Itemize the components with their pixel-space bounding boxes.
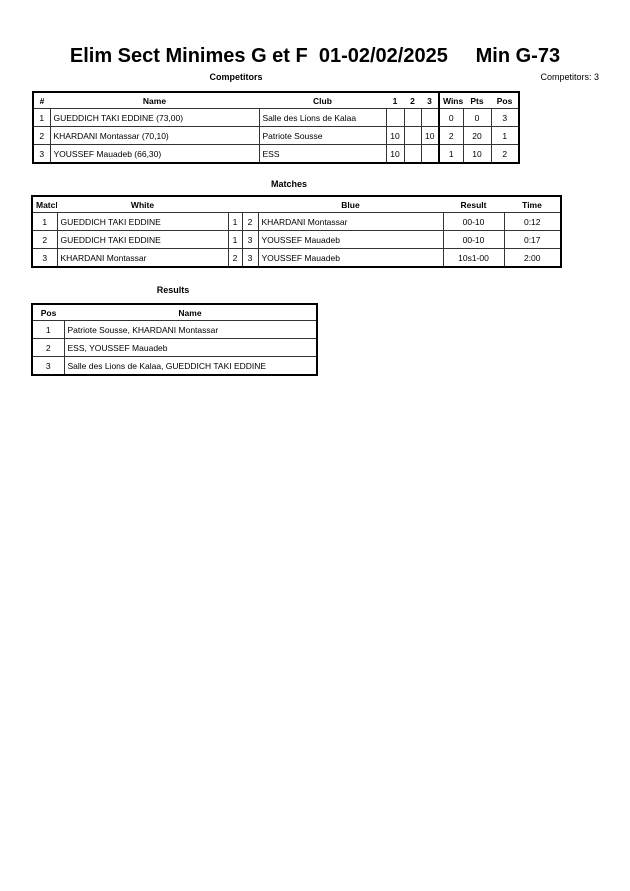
competitors-cell: YOUSSEF Mauadeb (66,30) <box>49 144 260 164</box>
matches-cell: 0:17 <box>503 230 562 249</box>
results-header-cell: Name <box>64 303 317 321</box>
results-cell: ESS, YOUSSEF Mauadeb <box>63 338 318 357</box>
competitors-cell <box>403 144 422 164</box>
competitors-header-cell: 2 <box>404 91 421 109</box>
matches-cell: 0:12 <box>503 212 562 231</box>
competitors-header-cell: Pos <box>491 91 519 109</box>
competitors-header-cell: # <box>33 91 50 109</box>
page-title: Elim Sect Minimes G et F 01-02/02/2025 M… <box>69 45 561 67</box>
competitors-cell: 10 <box>420 126 440 145</box>
matches-header-cell <box>242 195 258 213</box>
matches-cell: 1 <box>227 230 243 249</box>
competitors-cell <box>385 108 405 127</box>
competitors-row: 2 KHARDANI Montassar (70,10) Patriote Sous… <box>32 126 520 145</box>
competitors-row: 3 YOUSSEF Mauadeb (66,30) ESS 10 1 10 2 <box>32 144 520 164</box>
competitors-cell <box>403 108 422 127</box>
competitors-header-cell: Pts <box>463 91 491 109</box>
competitors-cell: KHARDANI Montassar (70,10) <box>49 126 260 145</box>
competitors-cell: 1 <box>438 144 464 164</box>
competitors-cell: GUEDDICH TAKI EDDINE (73,00) <box>49 108 260 127</box>
matches-header-cell <box>228 195 242 213</box>
competitors-header-cell: Wins <box>438 91 463 109</box>
matches-row: 3 KHARDANI Montassar 2 3 YOUSSEF Mauadeb 10s1… <box>31 248 562 268</box>
results-cell: 2 <box>31 338 65 357</box>
competitors-cell: ESS <box>258 144 387 164</box>
matches-cell: 1 <box>227 212 243 231</box>
results-table: Pos Name 1 Patriote Sousse, KHARDANI Montas… <box>31 303 318 376</box>
matches-cell: 2:00 <box>503 248 562 268</box>
matches-table: MatchWhiteBlueResultTime1GUEDDICH TAKI E… <box>31 195 562 268</box>
matches-header-cell: Result <box>443 195 504 213</box>
competitors-cell: 0 <box>462 108 492 127</box>
results-row: 2 ESS, YOUSSEF Mauadeb <box>31 338 318 357</box>
matches-cell: 00-10 <box>442 230 505 249</box>
matches-row: 1 GUEDDICH TAKI EDDINE 1 2 KHARDANI Montassa… <box>31 212 562 231</box>
matches-row: 2 GUEDDICH TAKI EDDINE 1 3 YOUSSEF Mauadeb 00… <box>31 230 562 249</box>
matches-header-cell: Blue <box>258 195 443 213</box>
matches-cell: YOUSSEF Mauadeb <box>257 230 444 249</box>
competitors-cell: 20 <box>462 126 492 145</box>
competitors-cell: Patriote Sousse <box>258 126 387 145</box>
matches-cell: 2 <box>31 230 58 249</box>
matches-header-cell: Time <box>504 195 561 213</box>
competitors-header-cell: 3 <box>421 91 439 109</box>
competitors-cell: 10 <box>462 144 492 164</box>
matches-cell: KHARDANI Montassar <box>56 248 229 268</box>
results-cell: Salle des Lions de Kalaa, GUEDDICH TAKI … <box>63 356 318 376</box>
competitors-cell: 2 <box>32 126 51 145</box>
results-heading: Results <box>156 285 190 295</box>
results-cell: 3 <box>31 356 65 376</box>
matches-cell: YOUSSEF Mauadeb <box>257 248 444 268</box>
results-row: 1 Patriote Sousse, KHARDANI Montassar <box>31 320 318 339</box>
matches-header-cell: White <box>57 195 228 213</box>
matches-cell: GUEDDICH TAKI EDDINE <box>56 212 229 231</box>
competitors-count: Competitors: 3 <box>540 72 599 82</box>
competitors-heading: Competitors <box>209 72 263 82</box>
competitors-cell <box>403 126 422 145</box>
competitors-header-cell: Club <box>259 91 386 109</box>
competitors-cell: 2 <box>490 144 520 164</box>
results-row: 3 Salle des Lions de Kalaa, GUEDDICH TAKI… <box>31 356 318 376</box>
competitors-cell: 10 <box>385 144 405 164</box>
competitors-cell <box>420 108 440 127</box>
competitors-cell: 0 <box>438 108 464 127</box>
matches-cell: 3 <box>31 248 58 268</box>
competitors-cell: 1 <box>490 126 520 145</box>
matches-cell: 00-10 <box>442 212 505 231</box>
competitors-table: # Name Club 1 2 3 Wins Pts Pos 1 GUEDDICH TAKI EDD… <box>32 91 520 164</box>
matches-cell: 2 <box>241 212 259 231</box>
competitors-cell: 10 <box>385 126 405 145</box>
matches-cell: GUEDDICH TAKI EDDINE <box>56 230 229 249</box>
competitors-header-cell: 1 <box>386 91 404 109</box>
results-cell: 1 <box>31 320 65 339</box>
competitors-cell: Salle des Lions de Kalaa <box>258 108 387 127</box>
matches-cell: 1 <box>31 212 58 231</box>
competitors-cell: 3 <box>32 144 51 164</box>
matches-heading: Matches <box>270 179 307 189</box>
matches-header-cell: Match <box>32 195 57 213</box>
matches-cell: 3 <box>241 248 259 268</box>
competitors-row: 1 GUEDDICH TAKI EDDINE (73,00) Salle des L… <box>32 108 520 127</box>
competitors-cell <box>420 144 440 164</box>
results-header-cell: Pos <box>32 303 64 321</box>
competitors-cell: 3 <box>490 108 520 127</box>
matches-cell: 10s1-00 <box>442 248 505 268</box>
competitors-cell: 2 <box>438 126 464 145</box>
matches-cell: 2 <box>227 248 243 268</box>
competitors-cell: 1 <box>32 108 51 127</box>
competitors-header-cell: Name <box>50 91 259 109</box>
results-cell: Patriote Sousse, KHARDANI Montassar <box>63 320 318 339</box>
matches-cell: KHARDANI Montassar <box>257 212 444 231</box>
matches-cell: 3 <box>241 230 259 249</box>
